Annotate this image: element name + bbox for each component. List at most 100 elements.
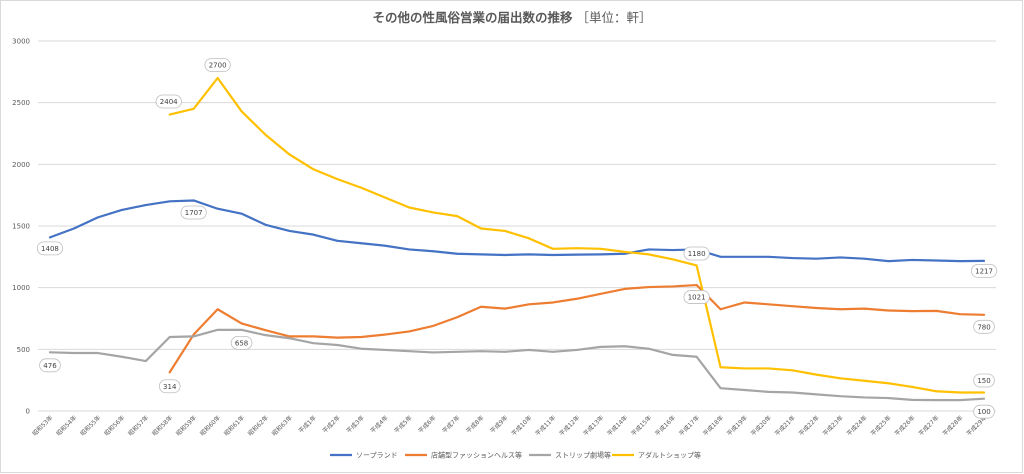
data-point xyxy=(312,342,315,345)
series-line-2 xyxy=(48,328,986,402)
data-point xyxy=(839,395,842,398)
data-point xyxy=(887,382,890,385)
data-point xyxy=(288,230,291,232)
data-label: 658 xyxy=(235,339,248,347)
data-label: 780 xyxy=(977,323,990,331)
data-point xyxy=(504,350,506,353)
data-point xyxy=(935,399,938,402)
data-label-bg xyxy=(155,94,182,109)
x-tick-label: 平成27年 xyxy=(917,414,941,438)
data-point xyxy=(384,333,387,336)
x-tick-label: 昭和54年 xyxy=(55,414,79,438)
x-tick-label: 平成10年 xyxy=(510,414,534,438)
data-label: 150 xyxy=(977,377,990,385)
x-tick-label: 平成17年 xyxy=(677,414,701,438)
data-label: 100 xyxy=(977,408,990,416)
data-point xyxy=(216,308,219,311)
data-point xyxy=(504,230,506,232)
data-point xyxy=(168,113,171,116)
data-point xyxy=(264,334,267,337)
data-point xyxy=(743,255,746,258)
data-point xyxy=(599,292,602,295)
data-point xyxy=(144,204,147,206)
data-point xyxy=(384,349,387,351)
data-point xyxy=(887,397,890,399)
data-point xyxy=(959,260,961,263)
data-point xyxy=(767,390,770,393)
data-point xyxy=(504,254,506,256)
data-point xyxy=(336,178,339,181)
data-point xyxy=(264,133,267,136)
data-point xyxy=(480,253,482,256)
x-tick-label: 平成2年 xyxy=(321,414,342,435)
data-label: 2700 xyxy=(209,62,227,70)
data-point xyxy=(216,328,219,331)
data-point xyxy=(552,247,554,250)
data-point xyxy=(695,264,698,267)
x-tick-label: 昭和59年 xyxy=(174,414,198,438)
data-point xyxy=(575,297,578,300)
data-point xyxy=(935,309,938,312)
x-tick-label: 平成19年 xyxy=(725,414,749,438)
data-point xyxy=(456,215,459,218)
series-line-3 xyxy=(168,76,986,394)
data-point xyxy=(168,336,171,338)
x-tick-label: 平成9年 xyxy=(488,414,509,435)
data-label-bg xyxy=(36,241,64,256)
data-point xyxy=(264,223,267,226)
data-point xyxy=(384,196,387,199)
data-point xyxy=(49,351,51,354)
data-point xyxy=(791,391,794,394)
data-point xyxy=(743,367,746,370)
data-point xyxy=(815,393,818,396)
data-point xyxy=(911,386,914,388)
data-point xyxy=(911,399,914,401)
y-tick-label: 2000 xyxy=(12,161,30,169)
data-label: 1021 xyxy=(688,294,706,302)
legend-label-3: アダルトショップ等 xyxy=(638,451,701,460)
x-tick-label: 昭和55年 xyxy=(79,414,103,438)
data-point xyxy=(288,153,291,156)
data-point xyxy=(647,347,650,350)
data-point xyxy=(983,391,985,394)
data-label-bg xyxy=(230,335,253,350)
data-point xyxy=(983,260,985,262)
x-tick-label: 平成5年 xyxy=(393,414,414,435)
data-point xyxy=(432,351,435,354)
data-point xyxy=(959,391,961,394)
data-point xyxy=(959,313,961,316)
data-point xyxy=(288,335,291,338)
data-point xyxy=(623,345,626,348)
data-point xyxy=(791,305,794,308)
data-point xyxy=(216,207,219,210)
data-point xyxy=(192,333,195,336)
x-tick-label: 平成8年 xyxy=(464,414,485,435)
data-point xyxy=(719,387,722,390)
grid-layer xyxy=(38,40,996,412)
data-point xyxy=(623,288,626,290)
x-tick-label: 平成22年 xyxy=(797,414,821,438)
x-tick-label: 平成16年 xyxy=(653,414,677,438)
data-label: 1217 xyxy=(975,267,993,275)
data-point xyxy=(360,186,363,189)
x-tick-label: 平成20年 xyxy=(749,414,773,438)
y-tick-label: 500 xyxy=(17,346,30,354)
data-point xyxy=(120,355,123,358)
x-tick-label: 平成11年 xyxy=(534,414,558,438)
data-point xyxy=(887,309,890,312)
x-tick-label: 昭和56年 xyxy=(102,414,126,438)
data-point xyxy=(863,396,866,399)
data-point xyxy=(73,352,75,354)
data-point xyxy=(623,251,626,253)
data-point xyxy=(456,316,459,319)
x-tick-label: 平成18年 xyxy=(701,414,725,438)
data-point xyxy=(360,336,363,338)
data-point xyxy=(168,371,171,374)
data-point xyxy=(336,239,339,242)
x-tick-label: 昭和57年 xyxy=(126,414,150,438)
data-point xyxy=(528,253,530,256)
data-point xyxy=(288,337,291,340)
data-point xyxy=(528,303,530,306)
data-point xyxy=(719,366,722,369)
chart-title: その他の性風俗営業の届出数の推移 ［単位：軒］ xyxy=(372,10,651,25)
